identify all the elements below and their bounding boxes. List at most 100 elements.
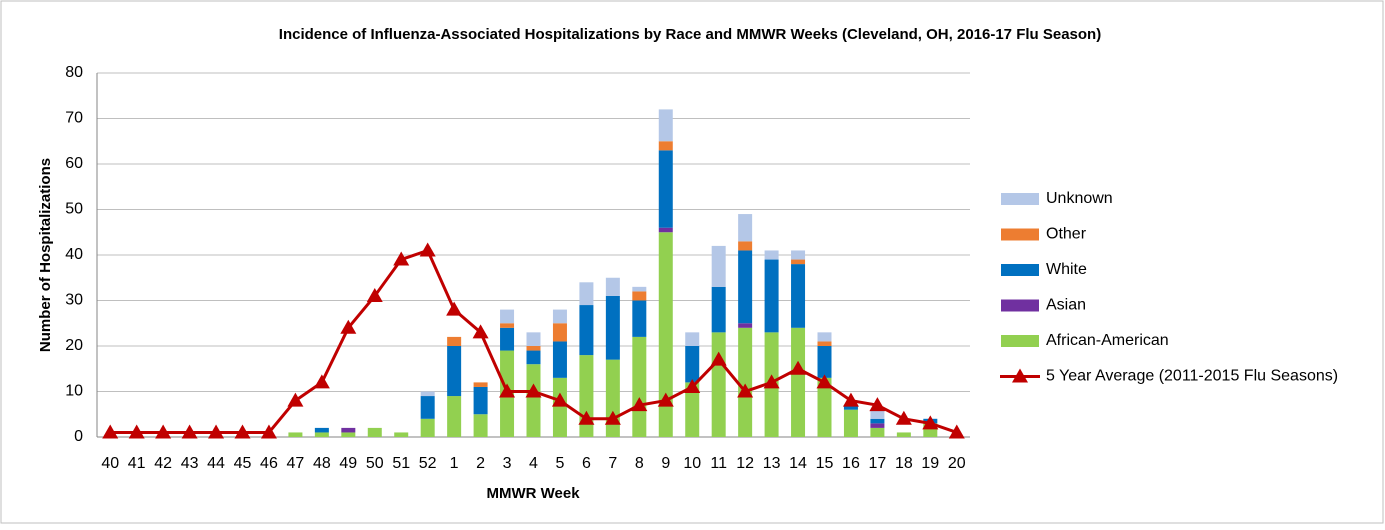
bar-segment [685,332,700,346]
x-tick-label: 2 [476,455,485,472]
line-marker [128,424,145,439]
bar-segment [738,323,753,328]
line-marker [631,397,648,412]
x-tick-label: 4 [529,455,538,472]
legend-swatch [1001,228,1039,241]
bar-segment [605,277,620,296]
bar-segment [447,396,462,437]
x-tick-label: 13 [763,455,781,472]
bar-segment [764,250,779,260]
line-marker [366,287,383,302]
y-tick-label: 40 [65,246,83,263]
bar-segment [764,259,779,333]
bar-segment [817,341,832,346]
legend-swatch [1001,299,1039,312]
bar-segment [394,432,409,437]
x-tick-label: 43 [181,455,199,472]
line-marker [340,319,357,334]
y-tick-label: 0 [74,428,83,445]
x-tick-label: 45 [234,455,252,472]
bar-segment [711,286,726,333]
bar-segment [605,295,620,360]
line-marker [790,360,807,375]
bar-segment [605,359,620,437]
bar-segment [579,305,594,356]
x-tick-label: 1 [450,455,459,472]
x-tick-label: 8 [635,455,644,472]
bar-segment [896,432,911,437]
legend-label: Asian [1046,297,1086,314]
bar-segment [738,214,753,242]
bar-segment [447,336,462,346]
bar-segment [843,405,858,410]
line-marker [313,374,330,389]
bar-segment [447,346,462,397]
bar-segment [817,377,832,437]
chart-title: Incidence of Influenza-Associated Hospit… [279,26,1101,43]
bar-segment [420,391,435,397]
legend-label: 5 Year Average (2011-2015 Flu Seasons) [1046,368,1338,385]
line-marker [842,392,859,407]
line-marker [525,383,542,398]
bar-segment [341,432,356,437]
bar-segment [473,382,488,387]
line-marker [234,424,251,439]
line-marker [869,397,886,412]
x-tick-label: 6 [582,455,591,472]
bar-segment [817,332,832,342]
x-tick-label: 17 [869,455,887,472]
line-marker [684,378,701,393]
x-tick-label: 15 [816,455,834,472]
x-tick-label: 48 [313,455,331,472]
line-marker [578,410,595,425]
bar-segment [526,346,541,351]
x-tick-label: 9 [661,455,670,472]
bar-segment [367,427,382,437]
legend-swatch [1001,193,1039,205]
line-marker [895,410,912,425]
line-marker [710,351,727,366]
line-marker [499,383,516,398]
bar-segment [500,309,515,324]
line-marker [922,415,939,430]
x-tick-label: 20 [948,455,966,472]
bar-segment [791,250,806,260]
x-tick-label: 52 [419,455,437,472]
line-marker [208,424,225,439]
x-tick-label: 12 [736,455,754,472]
bar-segment [658,232,673,437]
bar-segment [632,291,647,301]
bar-segment [552,309,567,324]
bar-segment [314,427,329,433]
line-marker [260,424,277,439]
bar-segment [817,346,832,378]
line-marker [816,374,833,389]
legend-label: Unknown [1046,190,1113,207]
y-tick-label: 50 [65,201,83,218]
x-tick-label: 7 [608,455,617,472]
x-axis-label: MMWR Week [486,485,580,502]
line-marker [604,410,621,425]
line-marker [763,374,780,389]
bar-segment [552,377,567,437]
y-tick-label: 60 [65,155,83,172]
line-marker [393,251,410,266]
bar-segment [870,409,885,419]
y-tick-label: 30 [65,292,83,309]
line-marker [657,392,674,407]
bar-segment [658,109,673,142]
legend-label: White [1046,261,1087,278]
legend-label: African-American [1046,332,1169,349]
x-tick-label: 50 [366,455,384,472]
legend-swatch [1001,264,1039,276]
line-marker [287,392,304,407]
legend-marker [1012,368,1028,383]
bar-segment [870,423,885,428]
x-tick-label: 47 [287,455,305,472]
bar-segment [632,286,647,292]
y-tick-label: 70 [65,110,83,127]
line-marker [155,424,172,439]
bar-segment [658,141,673,151]
